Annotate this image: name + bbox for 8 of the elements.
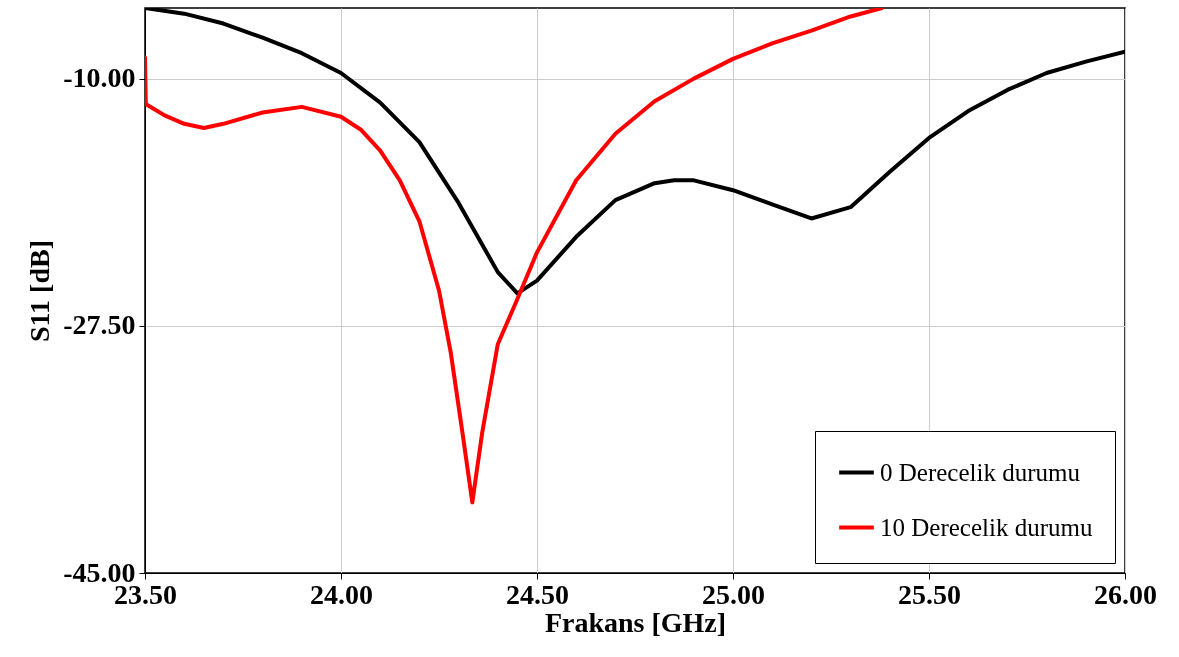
x-tick-label: 26.00 [1094, 578, 1157, 610]
x-tick-label: 24.00 [310, 578, 373, 610]
y-tick-label: -27.50 [63, 309, 136, 341]
legend-label: 0 Derecelik durumu [880, 458, 1081, 486]
legend-label: 10 Derecelik durumu [880, 513, 1093, 541]
y-axis-title: S11 [dB] [24, 240, 56, 342]
y-tick-label: -10.00 [63, 62, 136, 94]
x-tick-label: 25.50 [898, 578, 961, 610]
